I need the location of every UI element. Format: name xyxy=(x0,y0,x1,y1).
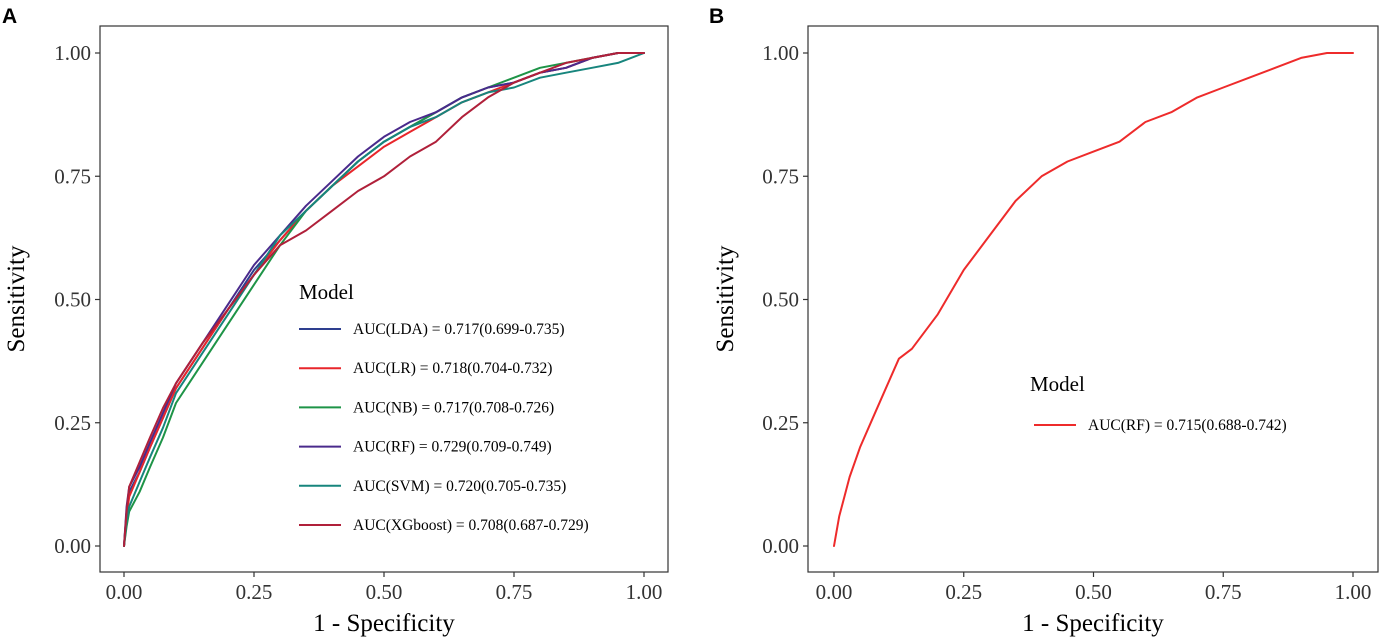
panel-a-y-tick-label: 1.00 xyxy=(54,41,91,65)
panel-a-x-tick-label: 0.00 xyxy=(106,580,143,604)
panel-b-letter: B xyxy=(709,5,724,28)
panel-a-y-tick-label: 0.75 xyxy=(54,164,91,188)
panel-a-y-tick-label: 0.50 xyxy=(54,288,91,312)
panel-a-x-tick-label: 0.25 xyxy=(236,580,273,604)
panel-a-legend-title: Model xyxy=(299,280,354,304)
panel-a-curves xyxy=(123,52,645,547)
panel-a-letter: A xyxy=(2,5,17,28)
panel-a-x-axis-title: 1 - Specificity xyxy=(313,610,455,637)
panel-a-legend-label-1: AUC(LR) = 0.718(0.704-0.732) xyxy=(353,360,552,377)
panel-b-y-tick-label: 0.50 xyxy=(762,288,799,312)
panel-a-y-tick-label: 0.00 xyxy=(54,534,91,558)
panel-a-x-tick-label: 1.00 xyxy=(626,580,663,604)
panel-b-legend: Model AUC(RF) = 0.715(0.688-0.742) xyxy=(1030,372,1287,434)
panel-a-ticks: 0.00 0.25 0.50 0.75 1.00 0.00 0.25 0.50 0.75 1.00 xyxy=(54,41,662,604)
panel-a-series-0-line xyxy=(123,52,645,547)
panel-a-legend-label-3: AUC(RF) = 0.729(0.709-0.749) xyxy=(353,439,552,456)
panel-b-plot-frame xyxy=(807,25,1379,573)
panel-a-series-1-line xyxy=(123,52,645,547)
panel-a: A 0.00 0.25 0.50 0.75 1.00 0.00 0.25 0.50 0.75 1.… xyxy=(2,5,669,637)
panel-b-x-tick-label: 0.75 xyxy=(1205,580,1242,604)
panel-b-y-tick-label: 0.25 xyxy=(762,411,799,435)
panel-a-legend-label-5: AUC(XGboost) = 0.708(0.687-0.729) xyxy=(353,517,589,534)
panel-a-legend-label-0: AUC(LDA) = 0.717(0.699-0.735) xyxy=(353,321,565,338)
panel-b-ticks: 0.00 0.25 0.50 0.75 1.00 0.00 0.25 0.50 0.75 1.00 xyxy=(762,41,1371,604)
panel-b-x-axis-title: 1 - Specificity xyxy=(1022,610,1164,637)
panel-b-x-tick-label: 0.00 xyxy=(816,580,853,604)
panel-a-x-tick-label: 0.50 xyxy=(366,580,403,604)
panel-a-legend: Model AUC(LDA) = 0.717(0.699-0.735) AUC(L… xyxy=(299,280,589,534)
panel-b-y-tick-label: 0.00 xyxy=(762,534,799,558)
panel-b-legend-label-0: AUC(RF) = 0.715(0.688-0.742) xyxy=(1088,417,1287,434)
panel-a-legend-label-4: AUC(SVM) = 0.720(0.705-0.735) xyxy=(353,478,566,495)
panel-a-series-4-line xyxy=(123,52,645,547)
panel-b-y-tick-label: 0.75 xyxy=(762,164,799,188)
panel-b-y-tick-label: 1.00 xyxy=(762,41,799,65)
panel-b-series-0-line xyxy=(833,52,1354,547)
panel-a-series-2-line xyxy=(123,52,645,547)
panel-b-x-tick-label: 0.25 xyxy=(945,580,982,604)
panel-b-curves xyxy=(833,52,1354,547)
panel-b-x-tick-label: 0.50 xyxy=(1075,580,1112,604)
panel-b-legend-title: Model xyxy=(1030,372,1085,396)
panel-b: B 0.00 0.25 0.50 0.75 1.00 0.00 0.25 0.50 0.75 1.… xyxy=(709,5,1379,637)
panel-b-x-tick-label: 1.00 xyxy=(1335,580,1372,604)
panel-a-y-tick-label: 0.25 xyxy=(54,411,91,435)
panel-a-y-axis-title: Sensitivity xyxy=(3,245,30,352)
panel-b-y-axis-title: Sensitivity xyxy=(712,245,739,352)
panel-a-x-tick-label: 0.75 xyxy=(496,580,533,604)
panel-a-series-5-line xyxy=(123,52,645,547)
panel-a-series-3-line xyxy=(123,52,645,547)
panel-a-legend-label-2: AUC(NB) = 0.717(0.708-0.726) xyxy=(353,399,554,416)
